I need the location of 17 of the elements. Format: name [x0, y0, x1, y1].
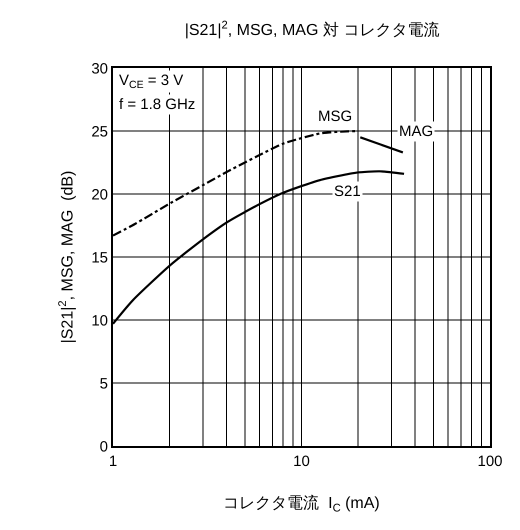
y-tick-label: 25: [91, 123, 108, 140]
y-tick-label: 5: [100, 375, 108, 392]
y-tick-label: 30: [91, 60, 108, 78]
series-label: S21: [334, 183, 361, 200]
annotation: f = 1.8 GHz: [119, 96, 196, 113]
x-tick-label: 10: [293, 453, 310, 470]
x-axis-title: コレクタ電流 I$_{C}$ (mA): [223, 494, 380, 515]
x-tick-label: 100: [477, 453, 503, 470]
x-tick-label: 1: [108, 453, 118, 470]
y-tick-label: 0: [100, 438, 108, 456]
series-label: MSG: [318, 108, 352, 125]
series-label: MAG: [399, 123, 434, 140]
y-tick-label: 15: [91, 249, 108, 266]
chart-title: |S21|$^{2}$, MSG, MAG 対 コレクタ電流: [184, 19, 440, 40]
annotation: V$_{CE}$ = 3 V: [119, 72, 184, 92]
y-tick-label: 20: [91, 186, 108, 204]
y-tick-label: 10: [91, 312, 108, 330]
